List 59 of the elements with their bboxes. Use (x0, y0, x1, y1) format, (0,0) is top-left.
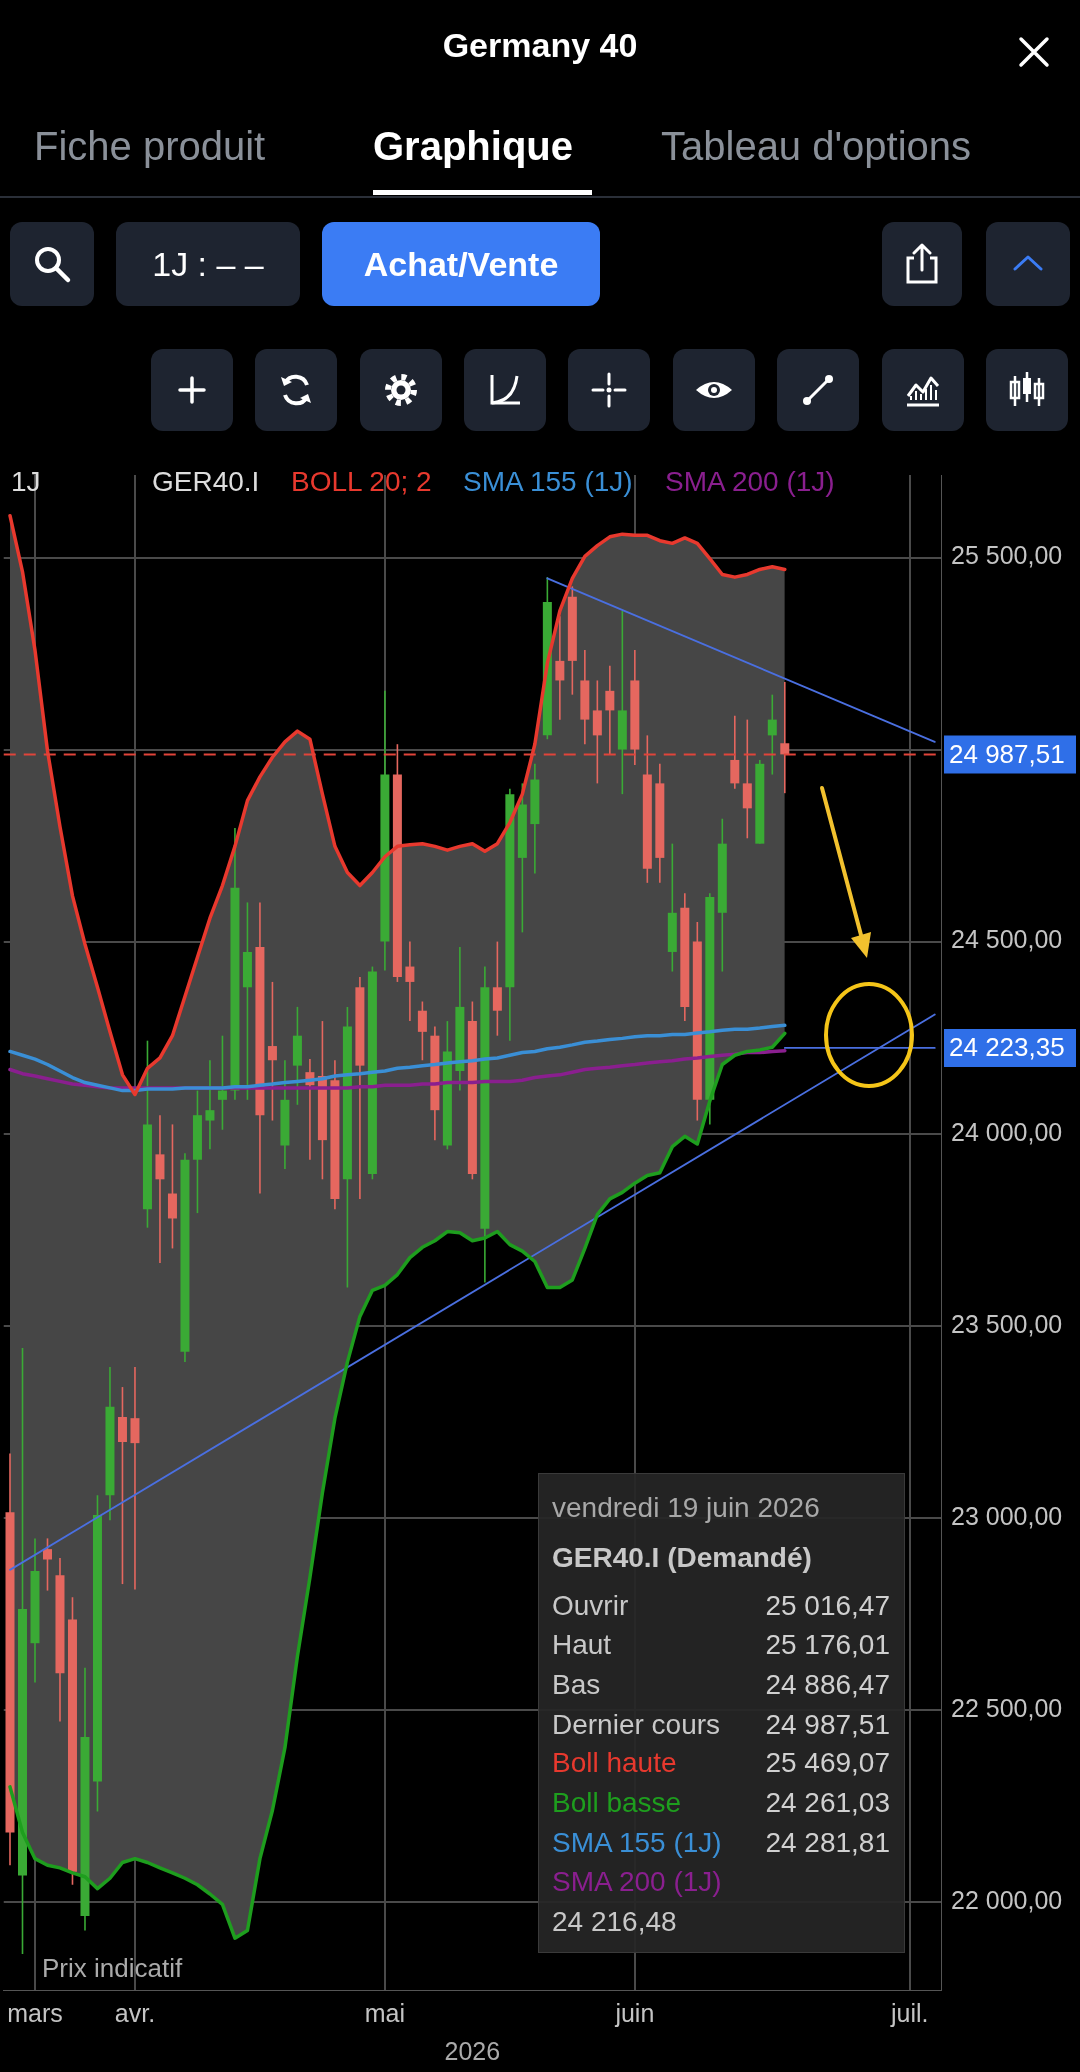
annotation: 24 987,51 (765, 1708, 890, 1742)
text: Fiche produit (34, 124, 266, 169)
candlestick (42, 1537, 52, 1592)
text: Tableau d'options (661, 124, 972, 169)
x-tick-label: avr. (114, 1998, 156, 2027)
candlestick (780, 681, 790, 794)
annotation: SMA 155 (1J) (552, 1826, 722, 1860)
candlestick (267, 981, 277, 1122)
y-tick-label: 25 500,00 (951, 541, 1063, 570)
y-tick-label: 22 000,00 (951, 1885, 1063, 1914)
text: BOLL 20; 2 (291, 466, 432, 498)
candlestick (405, 940, 415, 1022)
annotation: 25 469,07 (765, 1746, 890, 1780)
x-tick-label: juin (614, 1998, 655, 2027)
candlestick (130, 1366, 140, 1591)
y-tick-label: 24 000,00 (951, 1117, 1063, 1146)
candlestick (417, 1000, 427, 1062)
annotation: Boll basse (552, 1786, 682, 1820)
ref-line-label: 24 987,51 (949, 738, 1065, 769)
y-tick-label: 23 500,00 (951, 1309, 1063, 1338)
text: 1J : – – (152, 244, 264, 284)
annotation: Prix indicatif (42, 1953, 183, 1984)
annotation: Boll haute (552, 1746, 677, 1780)
candlestick (730, 714, 740, 790)
candlestick (767, 693, 777, 776)
text: Achat/Vente (363, 244, 559, 284)
annotation: 25 176,01 (765, 1628, 890, 1662)
annotation: 24 886,47 (765, 1668, 890, 1702)
annotation: 25 016,47 (765, 1589, 890, 1623)
annotation: GER40.I (152, 466, 260, 498)
text: Graphique (373, 124, 574, 169)
text: 24 223,35 (949, 1032, 1065, 1063)
candlestick (555, 615, 565, 721)
annotation: Ouvrir (552, 1589, 629, 1623)
x-tick-label: mars (7, 1998, 63, 2027)
candlestick (492, 940, 502, 1037)
annotation: Dernier cours (552, 1708, 721, 1742)
candlestick (205, 1059, 215, 1151)
annotation: SMA 200 (1J) (552, 1865, 722, 1899)
text: SMA 200 (1J) (665, 466, 835, 498)
text: SMA 155 (1J) (463, 466, 633, 498)
annotation: Haut (552, 1628, 612, 1662)
x-tick-label: juil. (890, 1998, 929, 2027)
chart-title: Germany 40 (441, 26, 639, 65)
annotation: 24 281,81 (765, 1826, 890, 1860)
annotation: GER40.I (Demandé) (552, 1541, 812, 1575)
legend-title: 1J (11, 466, 41, 498)
x-tick-label: mai (364, 1998, 406, 2027)
annotation: Bas (552, 1668, 601, 1702)
annotation: 24 261,03 (765, 1786, 890, 1820)
y-tick-label: 23 000,00 (951, 1501, 1063, 1530)
candlestick (117, 1386, 127, 1585)
annotation: 24 216,48 (552, 1905, 677, 1939)
candlestick (217, 1034, 227, 1131)
annotation: vendredi 19 juin 2026 (552, 1491, 820, 1525)
x-axis-title: 2026 (444, 2036, 501, 2065)
candlestick (605, 665, 615, 756)
y-tick-label: 24 500,00 (951, 925, 1063, 954)
y-tick-label: 22 500,00 (951, 1693, 1063, 1722)
